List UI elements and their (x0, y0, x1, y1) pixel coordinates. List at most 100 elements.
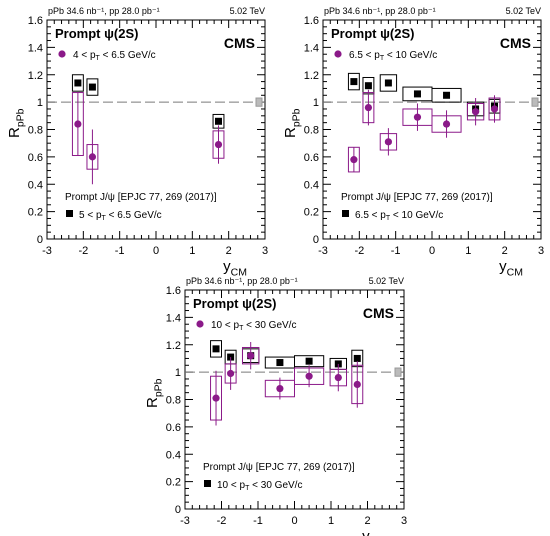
data-point-circle (364, 104, 373, 112)
y-tick-label: 1.6 (28, 15, 43, 27)
syst-box (347, 72, 360, 91)
y-tick-label: 0 (37, 234, 43, 246)
jpsi-series (210, 340, 364, 370)
legend-marker-square (204, 480, 211, 487)
data-point-circle (490, 105, 499, 113)
plot-title: Prompt ψ(2S) (55, 26, 138, 41)
legend-label-jpsi-post: < 10 GeV/c (390, 210, 443, 221)
y-tick-label: 0.8 (28, 125, 43, 137)
header-energy: 5.02 TeV (230, 6, 265, 16)
data-point-circle (334, 374, 342, 382)
chart-panel-2: pPb 34.6 nb⁻¹, pp 28.0 pb⁻¹ 5.02 TeV 0 0.2 0… (282, 6, 544, 279)
global-uncertainty-box (531, 97, 539, 107)
y-axis-title-sub: pPb (291, 108, 303, 127)
psi2s-series (210, 342, 364, 426)
header-energy: 5.02 TeV (506, 6, 541, 16)
y-tick-label: 0.4 (28, 179, 43, 191)
x-tick-label: -2 (78, 245, 88, 257)
y-tick-label: 1.4 (28, 42, 43, 54)
y-tick-label: 1.4 (304, 42, 319, 54)
x-tick-label: -3 (318, 245, 328, 257)
legend-label-jpsi-pre: 10 < p (217, 480, 246, 491)
x-axis-title-main: y (362, 528, 370, 536)
legend-label-psi2s-pre: 6.5 < p (349, 50, 380, 61)
data-point-square (350, 78, 358, 86)
legend-marker-square (66, 210, 73, 217)
header-luminosity: pPb 34.6 nb⁻¹, pp 28.0 pb⁻¹ (186, 276, 298, 286)
syst-box (431, 87, 462, 103)
x-tick-label: -2 (217, 515, 227, 527)
legend-label-jpsi-pre: 5 < p (79, 210, 102, 221)
y-axis-title-sub: pPb (153, 378, 165, 397)
y-tick-label: 1.2 (166, 340, 181, 352)
y-tick-label: 1.6 (166, 285, 181, 297)
data-point-square (88, 83, 96, 91)
data-point-circle (413, 113, 422, 121)
y-axis-title-main: R (6, 127, 23, 138)
data-point-circle (247, 352, 255, 360)
global-uncertainty-box (394, 367, 402, 377)
reference-legend-label: Prompt J/ψ [EPJC 77, 269 (2017)] (203, 462, 355, 473)
data-point-circle (472, 108, 480, 116)
jpsi-series (71, 74, 225, 129)
data-point-circle (276, 384, 284, 393)
experiment-label: CMS (363, 305, 394, 321)
x-tick-label: 3 (262, 245, 268, 257)
y-tick-label: 0 (175, 504, 181, 516)
syst-box (379, 74, 398, 92)
legend-label-jpsi-pre: 6.5 < p (355, 210, 386, 221)
legend-marker-circle (58, 50, 66, 58)
legend-label-psi2s-sub: T (96, 55, 101, 62)
x-tick-label: -1 (115, 245, 125, 257)
y-tick-label: 0.4 (166, 449, 181, 461)
reference-legend-label: Prompt J/ψ [EPJC 77, 269 (2017)] (341, 192, 493, 203)
x-tick-label: 1 (328, 515, 334, 527)
y-tick-label: 0 (313, 234, 319, 246)
y-tick-label: 1.6 (304, 15, 319, 27)
y-axis-title-main: R (282, 127, 299, 138)
legend-marker-circle (334, 50, 342, 58)
header-energy: 5.02 TeV (369, 276, 404, 286)
legend-label-jpsi-sub: T (102, 215, 107, 222)
legend-label-jpsi: 10 < pT < 30 GeV/c (217, 480, 302, 492)
data-point-square (212, 345, 220, 353)
data-point-circle (353, 380, 361, 389)
data-point-circle (212, 394, 220, 402)
legend-label-psi2s-post: < 30 GeV/c (243, 320, 296, 331)
x-tick-label: -3 (42, 245, 52, 257)
x-tick-label: 1 (465, 245, 471, 257)
x-tick-label: 0 (153, 245, 159, 257)
x-tick-label: 2 (226, 245, 232, 257)
y-tick-label: 1.2 (304, 70, 319, 82)
y-tick-label: 1 (175, 367, 181, 379)
y-axis-title: RpPb (282, 108, 303, 138)
reference-legend-label: Prompt J/ψ [EPJC 77, 269 (2017)] (65, 192, 217, 203)
legend-label-jpsi: 5 < pT < 6.5 GeV/c (79, 210, 162, 222)
data-point-square (364, 82, 372, 90)
legend-label-psi2s-pre: 10 < p (211, 320, 240, 331)
legend-marker-square (342, 210, 349, 217)
x-tick-label: 2 (502, 245, 508, 257)
x-tick-label: -3 (180, 515, 190, 527)
y-tick-label: 0.6 (304, 152, 319, 164)
data-point-circle (305, 372, 313, 380)
data-point-circle (227, 369, 235, 378)
syst-box (210, 340, 223, 358)
x-axis-title-sub: CM (507, 267, 523, 279)
legend-label-psi2s: 6.5 < pT < 10 GeV/c (349, 50, 437, 62)
data-point-circle (442, 120, 451, 128)
data-point-square (443, 91, 451, 99)
x-tick-label: -1 (391, 245, 401, 257)
y-tick-label: 0.6 (28, 152, 43, 164)
x-tick-label: -1 (253, 515, 263, 527)
plot-title: Prompt ψ(2S) (331, 26, 414, 41)
data-point-square (74, 79, 82, 87)
y-tick-label: 1 (37, 97, 43, 109)
psi2s-series (347, 89, 501, 173)
y-tick-label: 0.8 (166, 395, 181, 407)
x-tick-label: 1 (189, 245, 195, 257)
y-axis-title: RpPb (6, 108, 27, 138)
experiment-label: CMS (224, 35, 255, 51)
x-axis-title: yCM (362, 528, 386, 536)
